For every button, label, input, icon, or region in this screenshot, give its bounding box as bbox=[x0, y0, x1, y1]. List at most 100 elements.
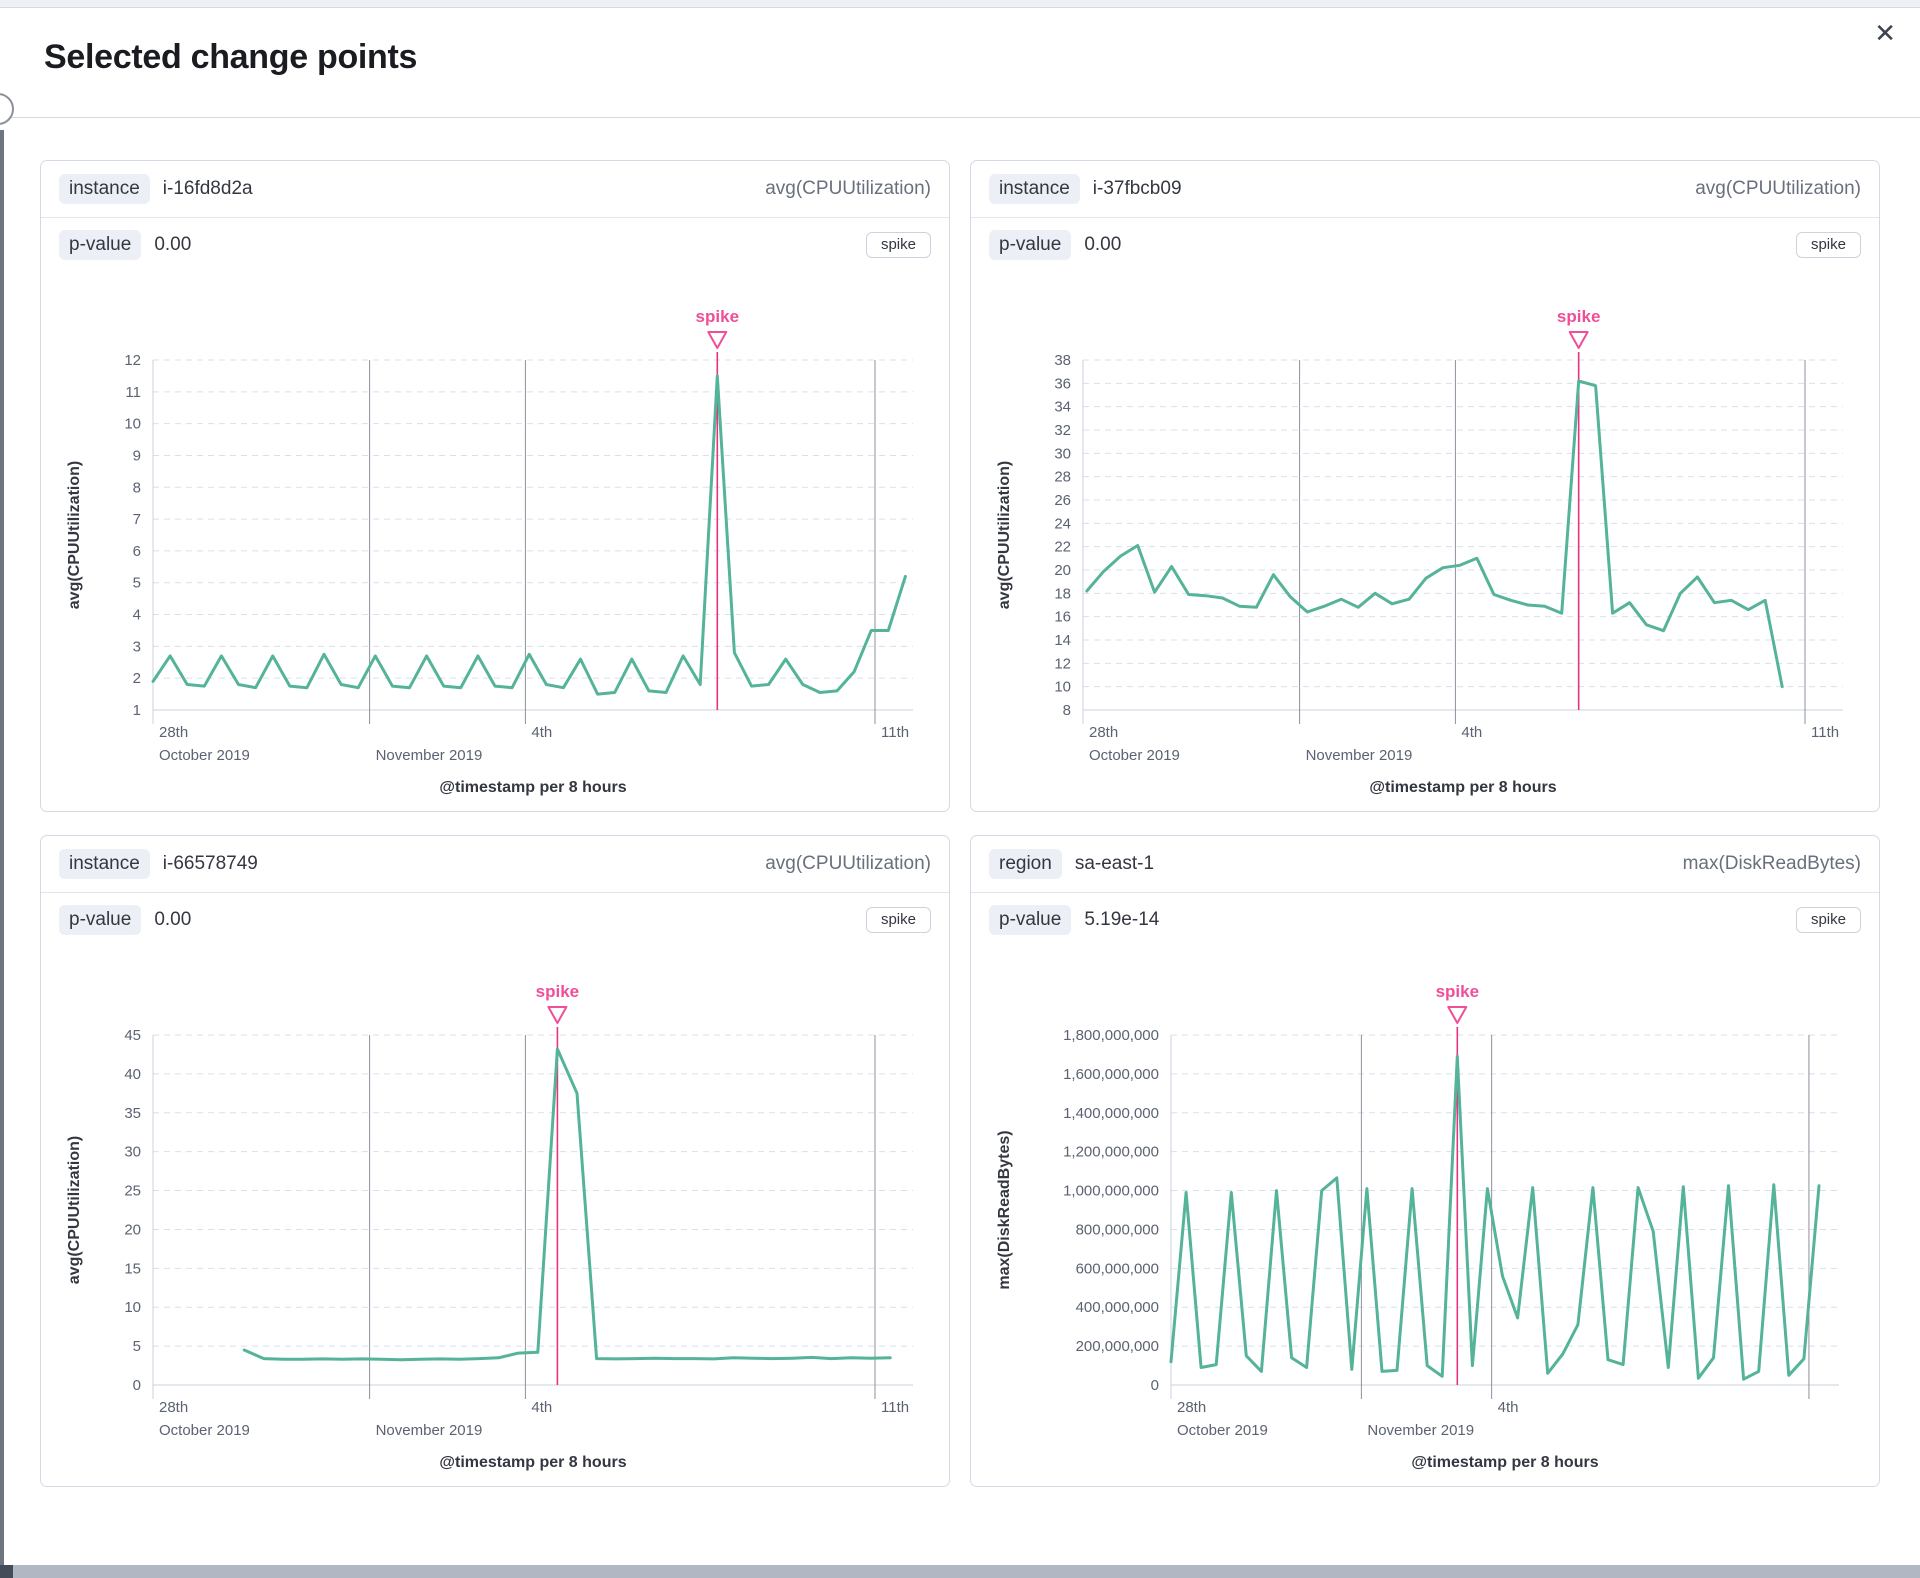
svg-text:10: 10 bbox=[124, 416, 141, 433]
svg-text:5: 5 bbox=[133, 575, 141, 592]
change-point-chart: 0 5 10 15 20 25 30 35 40 45 28th October 2019 Novemb… bbox=[66, 982, 913, 1471]
split-field-badge: instance bbox=[59, 174, 150, 204]
split-field-value: i-66578749 bbox=[162, 853, 258, 874]
page-behind-top-edge bbox=[0, 0, 1920, 8]
svg-text:25: 25 bbox=[124, 1183, 141, 1200]
svg-text:1,000,000,000: 1,000,000,000 bbox=[1063, 1183, 1159, 1200]
svg-text:14: 14 bbox=[1054, 632, 1071, 649]
change-type-chip[interactable]: spike bbox=[865, 907, 931, 933]
page-behind-bottom-edge bbox=[0, 1565, 1920, 1578]
svg-text:@timestamp per 8 hours: @timestamp per 8 hours bbox=[439, 1454, 626, 1471]
svg-text:avg(CPUUtilization): avg(CPUUtilization) bbox=[66, 1136, 83, 1284]
metric-label: avg(CPUUtilization) bbox=[1695, 178, 1861, 199]
change-point-panel-4: region sa-east-1 max(DiskReadBytes) p-va… bbox=[970, 835, 1880, 1487]
p-value: 0.00 bbox=[154, 909, 192, 930]
svg-text:200,000,000: 200,000,000 bbox=[1076, 1338, 1159, 1355]
svg-text:400,000,000: 400,000,000 bbox=[1076, 1299, 1159, 1316]
svg-text:12: 12 bbox=[124, 352, 141, 369]
svg-text:20: 20 bbox=[124, 1221, 141, 1238]
p-value-badge: p-value bbox=[989, 905, 1072, 935]
split-field-value: i-16fd8d2a bbox=[162, 178, 253, 199]
svg-text:October 2019: October 2019 bbox=[1089, 747, 1180, 764]
svg-text:38: 38 bbox=[1054, 352, 1071, 369]
svg-text:15: 15 bbox=[124, 1260, 141, 1277]
p-value-badge: p-value bbox=[59, 230, 142, 260]
svg-text:40: 40 bbox=[124, 1066, 141, 1083]
change-point-panel-1: instance i-16fd8d2a avg(CPUUtilization) … bbox=[40, 160, 950, 812]
svg-text:16: 16 bbox=[1054, 609, 1071, 626]
svg-text:34: 34 bbox=[1054, 399, 1071, 416]
svg-text:2: 2 bbox=[133, 670, 141, 687]
svg-text:October 2019: October 2019 bbox=[159, 1422, 250, 1439]
svg-text:spike: spike bbox=[1557, 307, 1600, 326]
svg-text:26: 26 bbox=[1054, 492, 1071, 509]
metric-label: avg(CPUUtilization) bbox=[765, 178, 931, 199]
svg-text:4th: 4th bbox=[1461, 724, 1482, 741]
svg-text:30: 30 bbox=[1054, 445, 1071, 462]
modal-header: Selected change points ✕ bbox=[0, 0, 1920, 118]
metric-label: avg(CPUUtilization) bbox=[765, 853, 931, 874]
svg-text:30: 30 bbox=[124, 1144, 141, 1161]
svg-text:1,800,000,000: 1,800,000,000 bbox=[1063, 1027, 1159, 1044]
change-point-chart: 8 10 12 14 16 18 20 22 24 26 28 30 32 34 36 38 28th Octob… bbox=[996, 307, 1843, 796]
change-points-grid: instance i-16fd8d2a avg(CPUUtilization) … bbox=[0, 118, 1920, 1487]
metric-label: max(DiskReadBytes) bbox=[1682, 853, 1861, 874]
svg-text:28: 28 bbox=[1054, 469, 1071, 486]
svg-text:7: 7 bbox=[133, 511, 141, 528]
svg-text:1: 1 bbox=[133, 702, 141, 719]
svg-text:4: 4 bbox=[133, 607, 141, 624]
svg-text:11th: 11th bbox=[1811, 724, 1839, 741]
change-type-chip[interactable]: spike bbox=[1795, 232, 1861, 258]
svg-text:8: 8 bbox=[1063, 702, 1071, 719]
svg-text:1,600,000,000: 1,600,000,000 bbox=[1063, 1066, 1159, 1083]
svg-text:avg(CPUUtilization): avg(CPUUtilization) bbox=[996, 461, 1013, 609]
svg-text:28th: 28th bbox=[159, 1399, 188, 1416]
split-field-badge: instance bbox=[989, 174, 1080, 204]
page-behind-bottom-corner bbox=[0, 1565, 13, 1578]
p-value-badge: p-value bbox=[59, 905, 142, 935]
svg-text:November 2019: November 2019 bbox=[376, 747, 483, 764]
split-field-value: sa-east-1 bbox=[1074, 853, 1155, 874]
svg-text:45: 45 bbox=[124, 1027, 141, 1044]
svg-text:5: 5 bbox=[133, 1338, 141, 1355]
split-field-badge: instance bbox=[59, 849, 150, 879]
svg-text:November 2019: November 2019 bbox=[1367, 1422, 1474, 1439]
svg-text:4th: 4th bbox=[1498, 1399, 1519, 1416]
svg-text:0: 0 bbox=[133, 1377, 141, 1394]
svg-text:35: 35 bbox=[124, 1105, 141, 1122]
change-point-panel-3: instance i-66578749 avg(CPUUtilization) … bbox=[40, 835, 950, 1487]
svg-text:10: 10 bbox=[1054, 679, 1071, 696]
change-type-chip[interactable]: spike bbox=[865, 232, 931, 258]
split-field-value: i-37fbcb09 bbox=[1092, 178, 1182, 199]
svg-text:32: 32 bbox=[1054, 422, 1071, 439]
change-point-chart: 0 200,000,000 400,000,000 600,000,000 800,00… bbox=[996, 982, 1839, 1471]
svg-text:20: 20 bbox=[1054, 562, 1071, 579]
change-point-panel-2: instance i-37fbcb09 avg(CPUUtilization) … bbox=[970, 160, 1880, 812]
modal-title: Selected change points bbox=[44, 38, 418, 76]
svg-text:@timestamp per 8 hours: @timestamp per 8 hours bbox=[1411, 1454, 1598, 1471]
svg-text:@timestamp per 8 hours: @timestamp per 8 hours bbox=[1369, 779, 1556, 796]
change-type-chip[interactable]: spike bbox=[1795, 907, 1861, 933]
svg-text:28th: 28th bbox=[1177, 1399, 1206, 1416]
svg-text:3: 3 bbox=[133, 638, 141, 655]
p-value: 5.19e-14 bbox=[1084, 909, 1160, 930]
svg-text:4th: 4th bbox=[531, 724, 552, 741]
svg-text:11th: 11th bbox=[881, 724, 909, 741]
svg-text:1,400,000,000: 1,400,000,000 bbox=[1063, 1105, 1159, 1122]
close-icon[interactable]: ✕ bbox=[1874, 18, 1896, 48]
p-value: 0.00 bbox=[1084, 234, 1122, 255]
svg-text:9: 9 bbox=[133, 447, 141, 464]
svg-text:October 2019: October 2019 bbox=[159, 747, 250, 764]
svg-text:24: 24 bbox=[1054, 515, 1071, 532]
svg-text:11th: 11th bbox=[881, 1399, 909, 1416]
svg-text:spike: spike bbox=[696, 307, 739, 326]
svg-text:November 2019: November 2019 bbox=[376, 1422, 483, 1439]
svg-text:October 2019: October 2019 bbox=[1177, 1422, 1268, 1439]
svg-text:36: 36 bbox=[1054, 375, 1071, 392]
p-value-badge: p-value bbox=[989, 230, 1072, 260]
svg-text:8: 8 bbox=[133, 479, 141, 496]
svg-text:November 2019: November 2019 bbox=[1306, 747, 1413, 764]
svg-text:@timestamp per 8 hours: @timestamp per 8 hours bbox=[439, 779, 626, 796]
svg-text:800,000,000: 800,000,000 bbox=[1076, 1221, 1159, 1238]
